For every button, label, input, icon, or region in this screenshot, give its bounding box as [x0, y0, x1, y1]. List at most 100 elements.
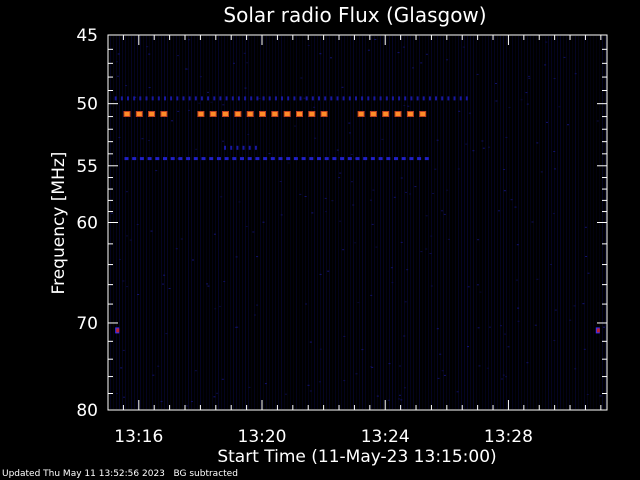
noise-speck: [123, 396, 125, 398]
noise-speck: [192, 259, 194, 261]
noise-speck: [324, 197, 327, 199]
emission-band-segment: [240, 157, 244, 161]
noise-speck: [393, 196, 396, 198]
noise-speck: [185, 405, 188, 407]
noise-speck: [343, 335, 346, 337]
noise-column: [119, 36, 120, 409]
x-tick-label: 13:28: [484, 427, 533, 447]
emission-band-segment: [186, 157, 191, 161]
noise-speck: [404, 301, 407, 303]
noise-speck: [505, 376, 507, 378]
y-tick-label: 45: [76, 26, 98, 46]
noise-column: [209, 36, 210, 409]
noise-speck: [403, 335, 406, 337]
emission-band-segment: [401, 157, 406, 161]
emission-band-tick: [145, 96, 148, 101]
noise-column: [506, 36, 507, 409]
noise-speck: [254, 314, 256, 316]
emission-band-tick: [465, 96, 468, 101]
noise-speck: [477, 239, 480, 241]
noise-column: [197, 36, 198, 409]
emission-band-tick: [151, 96, 154, 101]
noise-column: [431, 36, 432, 409]
emission-band-tick: [342, 96, 345, 101]
noise-speck: [246, 62, 249, 64]
noise-column: [359, 36, 360, 409]
noise-column: [275, 36, 276, 409]
emission-burst: [272, 112, 278, 116]
emission-band-tick: [182, 96, 185, 101]
noise-column: [125, 36, 126, 409]
emission-burst: [321, 112, 327, 116]
noise-speck: [502, 374, 505, 376]
emission-band-tick: [373, 96, 376, 101]
noise-speck: [526, 103, 529, 105]
emission-band-tick: [336, 96, 339, 101]
emission-band-tick: [164, 96, 166, 101]
emission-burst: [309, 112, 315, 116]
noise-column: [230, 36, 231, 409]
noise-column: [497, 36, 498, 409]
noise-speck: [441, 370, 444, 372]
noise-speck: [194, 370, 197, 372]
noise-speck: [540, 171, 543, 173]
emission-band-segment: [232, 157, 237, 161]
noise-column: [560, 36, 561, 409]
noise-column: [410, 36, 411, 409]
noise-column: [212, 36, 213, 409]
emission-band-tick: [355, 96, 357, 101]
noise-speck: [586, 394, 589, 395]
noise-speck: [372, 189, 375, 191]
emission-band-tick: [422, 96, 425, 101]
noise-speck: [136, 224, 139, 225]
noise-speck: [476, 284, 479, 286]
noise-column: [329, 36, 330, 409]
noise-speck: [125, 85, 128, 87]
noise-speck: [552, 213, 555, 215]
emission-band-tick: [114, 96, 117, 101]
noise-column: [284, 36, 285, 409]
noise-column: [347, 36, 348, 409]
noise-speck: [399, 365, 401, 367]
noise-speck: [390, 267, 393, 269]
noise-column: [434, 36, 435, 409]
noise-speck: [264, 383, 267, 385]
noise-column: [524, 36, 525, 409]
noise-column: [536, 36, 537, 409]
noise-speck: [119, 259, 121, 260]
noise-speck: [336, 149, 339, 151]
noise-speck: [148, 53, 151, 55]
noise-speck: [465, 143, 468, 145]
noise-column: [317, 36, 318, 409]
noise-speck: [553, 151, 556, 152]
noise-speck: [370, 366, 373, 368]
noise-speck: [400, 241, 403, 243]
noise-column: [563, 36, 564, 409]
emission-burst: [223, 112, 228, 116]
noise-column: [509, 36, 510, 409]
noise-column: [257, 36, 258, 409]
noise-speck: [350, 181, 353, 183]
noise-speck: [219, 305, 222, 307]
noise-speck: [348, 122, 351, 124]
noise-speck: [574, 368, 577, 370]
noise-speck: [155, 170, 158, 172]
noise-speck: [510, 199, 513, 201]
noise-speck: [573, 305, 576, 307]
noise-speck: [478, 365, 481, 367]
emission-band-segment: [424, 157, 429, 161]
noise-speck: [534, 324, 537, 326]
noise-speck: [299, 193, 302, 195]
noise-column: [416, 36, 417, 409]
noise-column: [299, 36, 300, 409]
emission-band-tick: [379, 96, 382, 101]
noise-column: [146, 36, 147, 409]
noise-speck: [536, 278, 539, 280]
noise-speck: [495, 83, 497, 84]
noise-speck: [388, 363, 391, 365]
emission-band-tick: [404, 96, 407, 101]
noise-speck: [468, 112, 471, 114]
background-subtracted-note: BG subtracted: [173, 469, 238, 479]
emission-burst: [198, 112, 204, 116]
